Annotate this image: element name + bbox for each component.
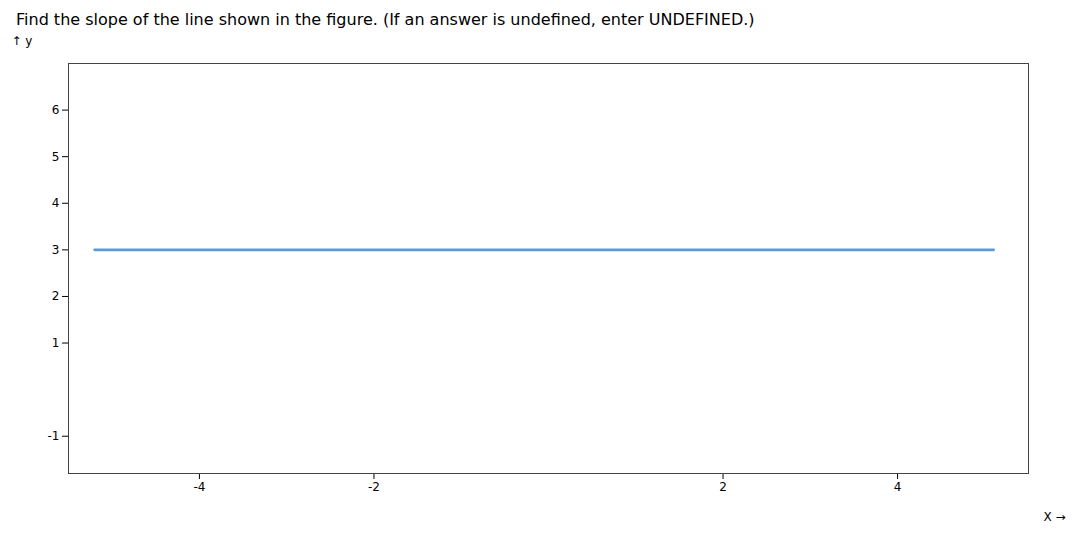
svg-text:-4: -4 [193,480,205,494]
svg-text:X →: X → [1043,510,1065,524]
svg-text:5: 5 [52,150,60,164]
svg-text:-1: -1 [48,429,60,443]
svg-text:2: 2 [52,289,60,303]
svg-text:2: 2 [719,480,727,494]
svg-text:4: 4 [52,196,60,210]
svg-text:4: 4 [894,480,902,494]
svg-text:1: 1 [52,336,60,350]
svg-text:-2: -2 [368,480,380,494]
html-text:Find the slope of the line sho: Find the slope of the line shown in the … [16,10,755,29]
svg-text:6: 6 [52,103,60,117]
svg-text:↑ y: ↑ y [12,34,33,48]
svg-text:3: 3 [52,243,60,257]
